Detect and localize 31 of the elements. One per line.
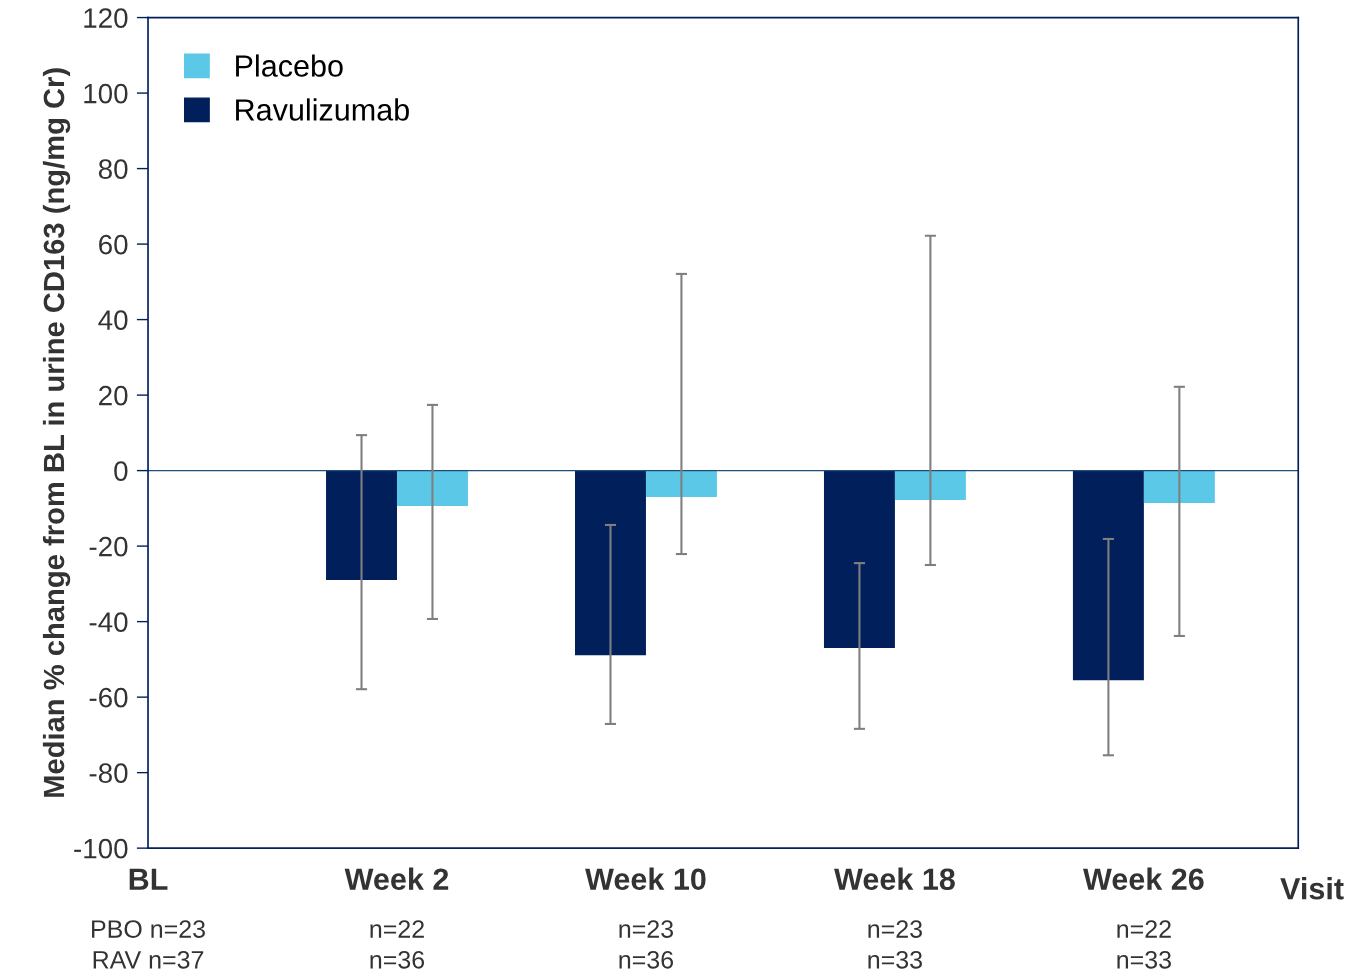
text: RAV n=37	[93, 950, 204, 969]
y-tick-label: 20	[99, 385, 128, 406]
text: n=23	[868, 920, 922, 938]
text: n=36	[619, 950, 674, 969]
text: n=22	[370, 920, 424, 938]
y-tick-label: -80	[89, 763, 128, 783]
legend-label: Ravulizumab	[236, 98, 409, 121]
y-tick-label: 100	[84, 83, 128, 104]
y-tick-label: 0	[114, 461, 128, 481]
x-tick-label: BL	[129, 868, 168, 890]
x-tick-label: Week 18	[834, 867, 955, 891]
x-tick-label: Week 26	[1083, 867, 1204, 891]
text: n=33	[868, 950, 922, 969]
x-tick-label: Week 10	[585, 867, 706, 891]
y-tick-label: -40	[89, 612, 128, 632]
text: PBO n=23	[92, 920, 205, 938]
y-tick-label: 40	[98, 310, 128, 330]
text: n=23	[619, 920, 674, 938]
y-axis-title: Median % change from BL in urine CD163 (ng/mg Cr)	[42, 68, 71, 797]
text: n=36	[370, 950, 425, 969]
text: n=22	[1117, 920, 1171, 938]
y-tick-label: 80	[98, 159, 128, 179]
y-tick-label: -20	[89, 536, 128, 557]
y-tick-label: -100	[74, 838, 128, 859]
y-tick-label: -60	[89, 687, 128, 708]
y-tick-label: 120	[84, 8, 128, 28]
legend-label: Placebo	[236, 54, 343, 77]
x-axis-title: Visit	[1280, 877, 1344, 900]
y-tick-label: 60	[99, 234, 128, 255]
x-tick-label: Week 2	[344, 867, 449, 891]
text: n=33	[1117, 950, 1171, 969]
